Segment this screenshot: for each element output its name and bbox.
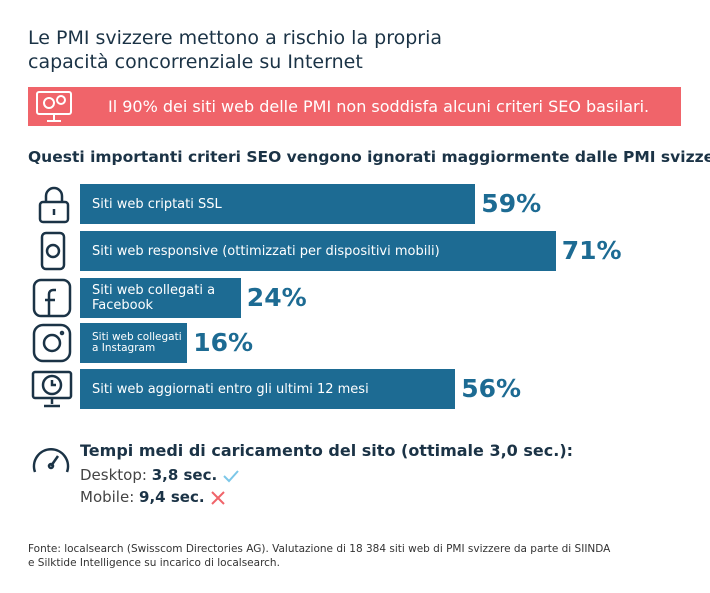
value-label: 71% bbox=[561, 236, 622, 265]
load-value: 3,8 sec. bbox=[151, 466, 218, 484]
cross-icon bbox=[211, 490, 226, 505]
source: e Silktide Intelligence su incarico di l… bbox=[28, 557, 280, 569]
category-label: Siti web collegati a Facebook bbox=[92, 283, 216, 313]
lock-icon bbox=[38, 186, 70, 224]
load-title: Tempi medi di caricamento del sito (otti… bbox=[80, 441, 574, 460]
check-icon bbox=[223, 469, 239, 482]
facebook-icon bbox=[32, 278, 72, 318]
value-label: 59% bbox=[481, 189, 542, 218]
banner: Il 90% dei siti web delle PMI non soddis… bbox=[28, 87, 681, 126]
value-label: 16% bbox=[193, 328, 254, 357]
load-value: 9,4 sec. bbox=[139, 488, 205, 506]
banner-text: Il 90% dei siti web delle PMI non soddis… bbox=[108, 97, 650, 116]
load-row: Mobile: 9,4 sec. bbox=[80, 488, 227, 506]
value-label: 24% bbox=[246, 283, 307, 312]
subtitle: Questi importanti criteri SEO vengono ig… bbox=[28, 148, 710, 166]
bar: Siti web collegati a Facebook bbox=[80, 278, 241, 318]
load-row: Desktop: 3,8 sec. bbox=[80, 466, 240, 484]
load-label: Mobile: bbox=[80, 488, 135, 506]
gauge-icon bbox=[32, 448, 70, 473]
category-label: Siti web criptati SSL bbox=[92, 196, 222, 212]
source: Fonte: localsearch (Swisscom Directories… bbox=[28, 543, 611, 555]
bar: Siti web criptati SSL bbox=[80, 184, 476, 224]
bar: Siti web aggiornati entro gli ultimi 12 … bbox=[80, 369, 456, 409]
value-label: 56% bbox=[461, 374, 522, 403]
instagram-icon bbox=[32, 323, 72, 363]
load-label: Desktop: bbox=[80, 466, 147, 484]
category-label: Siti web aggiornati entro gli ultimi 12 … bbox=[92, 381, 369, 397]
clock-icon bbox=[31, 370, 73, 408]
bar: Siti web responsive (ottimizzati per dis… bbox=[80, 231, 556, 271]
phone-icon bbox=[40, 231, 66, 271]
bar: Siti web collegati a Instagram bbox=[80, 323, 188, 363]
gear-icon bbox=[36, 91, 72, 122]
category-label: Siti web collegati a Instagram bbox=[92, 331, 182, 354]
title: Le PMI svizzere mettono a rischio la pro… bbox=[28, 27, 443, 73]
category-label: Siti web responsive (ottimizzati per dis… bbox=[92, 243, 440, 259]
